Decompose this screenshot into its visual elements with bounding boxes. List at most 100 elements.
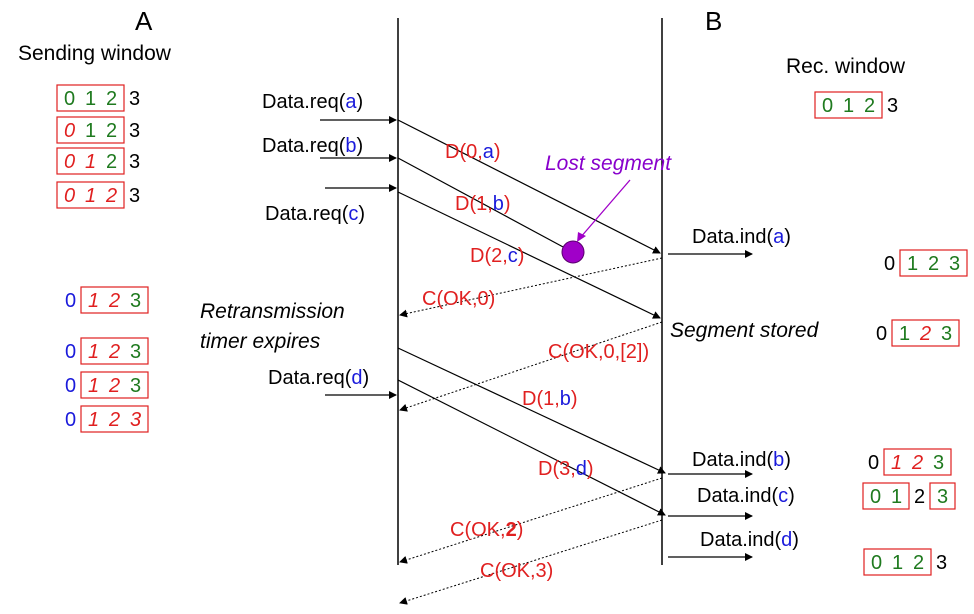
window-seq-number: 1 <box>843 95 854 117</box>
window-seq-number: 2 <box>911 452 923 474</box>
window-box <box>929 482 956 510</box>
window-seq-number: 2 <box>105 185 117 207</box>
window-seq-number: 0 <box>65 341 76 363</box>
window-box <box>863 548 932 576</box>
segment-d3d <box>397 379 666 516</box>
window-seq-number: 2 <box>106 88 117 110</box>
ack-ok3 <box>399 519 663 605</box>
host-a-title: A <box>135 6 153 36</box>
window-seq-number: 1 <box>88 409 99 431</box>
window-seq-number: 1 <box>891 486 902 508</box>
label-data-req-b: Data.req(b) <box>262 135 363 157</box>
label-data-ind-d: Data.ind(d) <box>700 529 799 551</box>
window-seq-number: 0 <box>884 253 895 275</box>
window-seq-number: 2 <box>108 409 120 431</box>
label-seg-d1b-first: D(1,b) <box>455 193 511 215</box>
window-box <box>80 286 149 314</box>
window-seq-number: 2 <box>864 95 875 117</box>
window-box <box>56 147 125 175</box>
ack-ok2 <box>399 477 663 564</box>
window-seq-number: 3 <box>130 409 141 431</box>
window-seq-number: 0 <box>65 375 76 397</box>
lost-segment-pointer <box>579 179 631 239</box>
ack-ok0 <box>399 257 663 318</box>
window-box <box>891 319 960 347</box>
window-box <box>862 482 910 510</box>
window-seq-number: 3 <box>129 151 140 173</box>
window-seq-number: 0 <box>64 151 75 173</box>
window-seq-number: 0 <box>876 323 887 345</box>
label-data-ind-a: Data.ind(a) <box>692 226 791 248</box>
window-seq-number: 1 <box>85 120 96 142</box>
window-seq-number: 3 <box>933 452 944 474</box>
window-seq-number: 1 <box>85 88 96 110</box>
window-seq-number: 1 <box>85 151 96 173</box>
label-data-req-c: Data.req(c) <box>265 203 365 225</box>
window-seq-number: 2 <box>106 151 117 173</box>
window-seq-number: 2 <box>928 253 939 275</box>
window-seq-number: 1 <box>88 341 99 363</box>
window-box <box>80 337 149 365</box>
segment-d1b-lost <box>397 157 566 249</box>
window-box <box>899 249 968 277</box>
window-seq-number: 3 <box>129 88 140 110</box>
window-seq-number: 0 <box>64 120 75 142</box>
lost-segment-label: Lost segment <box>545 152 672 175</box>
window-seq-number: 3 <box>941 323 952 345</box>
window-states: 0 1 2 30 1 2 30 1 2 30 1 2 30 1 2 30 1 2 30 1 2 30 1 2 30 1 2 30 1 2 3… <box>56 84 968 576</box>
window-seq-number: 2 <box>913 552 924 574</box>
window-seq-number: 3 <box>887 95 898 117</box>
label-ack-ok0-2: C(OK,0,[2]) <box>548 341 649 363</box>
window-seq-number: 2 <box>108 290 120 312</box>
label-ack-ok0: C(OK,0) <box>422 288 495 310</box>
window-seq-number: 0 <box>64 88 75 110</box>
label-data-ind-c: Data.ind(c) <box>697 485 795 507</box>
label-data-req-a: Data.req(a) <box>262 91 363 113</box>
window-seq-number: 0 <box>822 95 833 117</box>
segment-stored-label: Segment stored <box>670 319 820 342</box>
window-seq-number: 1 <box>907 253 918 275</box>
window-box <box>80 405 149 433</box>
label-seg-d2c: D(2,c) <box>470 245 524 267</box>
window-seq-number: 3 <box>949 253 960 275</box>
window-seq-number: 3 <box>130 341 141 363</box>
window-seq-number: 0 <box>868 452 879 474</box>
window-seq-number: 3 <box>129 185 140 207</box>
segment-d0a <box>397 119 661 254</box>
lost-segment-marker <box>561 240 585 264</box>
label-seg-d3d: D(3,d) <box>538 458 594 480</box>
window-seq-number: 1 <box>88 290 99 312</box>
label-ack-ok3: C(OK,3) <box>480 560 553 582</box>
window-seq-number: 1 <box>899 323 910 345</box>
window-box <box>56 84 125 112</box>
retransmission-label-line2: timer expires <box>200 330 321 353</box>
window-seq-number: 1 <box>88 375 99 397</box>
lost-segment-pointer-head <box>577 232 586 242</box>
window-seq-number: 1 <box>892 552 903 574</box>
label-ack-ok2: C(OK,2) <box>450 519 523 541</box>
window-seq-number: 2 <box>106 120 117 142</box>
window-seq-number: 2 <box>108 341 120 363</box>
window-seq-number: 1 <box>85 185 96 207</box>
window-seq-number: 0 <box>65 409 76 431</box>
window-box <box>814 91 883 119</box>
segment-d2c <box>397 191 661 319</box>
label-seg-d1b-retrans: D(1,b) <box>522 388 578 410</box>
rec-window-label: Rec. window <box>786 55 906 78</box>
retransmission-label-line1: Retransmission <box>200 300 345 323</box>
label-data-ind-b: Data.ind(b) <box>692 449 791 471</box>
sending-window-label: Sending window <box>18 42 172 65</box>
window-seq-number: 1 <box>891 452 902 474</box>
